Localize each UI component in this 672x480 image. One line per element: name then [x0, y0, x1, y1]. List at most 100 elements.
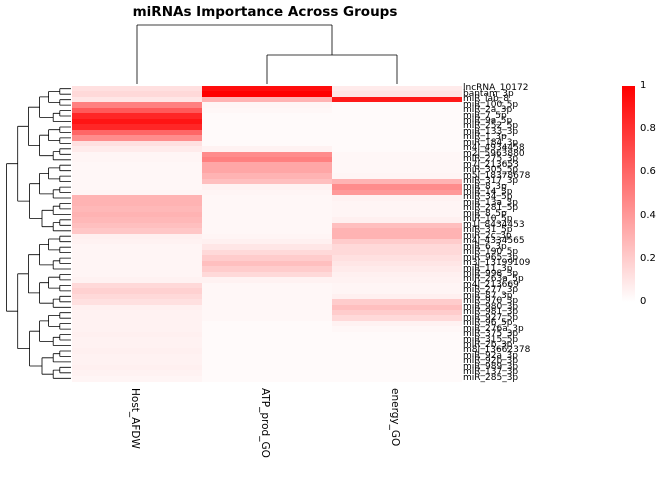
row-label: miR_275_3p	[463, 154, 519, 165]
heatmap-cell	[202, 173, 332, 180]
row-label: miR_133_3p	[463, 126, 519, 137]
heatmap-cell	[72, 364, 202, 371]
row-label: m5l_18378678	[463, 170, 531, 181]
col-labels: Host_AFDW ATP_prod_GO energy_GO	[72, 388, 462, 480]
row-label: miR_96_5p	[463, 318, 513, 329]
row-label: m7l_213653	[463, 159, 519, 170]
heatmap-cell	[202, 167, 332, 174]
heatmap-cell	[332, 222, 462, 229]
heatmap-cell	[72, 277, 202, 284]
row-label: miR_281_5p	[463, 203, 519, 214]
heatmap-cell	[202, 375, 332, 382]
heatmap-cell	[72, 370, 202, 377]
legend-tick-label: 0.4	[640, 209, 656, 221]
heatmap-cell	[202, 113, 332, 120]
heatmap-cell	[72, 320, 202, 327]
heatmap-cell	[72, 299, 202, 306]
heatmap-cell	[332, 178, 462, 185]
heatmap-cell	[72, 238, 202, 246]
heatmap-cell	[202, 282, 332, 289]
heatmap-cell	[332, 238, 462, 246]
row-dendrogram-path	[6, 88, 71, 379]
heatmap-cell	[202, 151, 332, 158]
row-label: miR_190_5p	[463, 247, 519, 258]
row-label: miR_998_3p	[463, 268, 519, 279]
heatmap-cell	[332, 342, 462, 349]
row-label: miR_2a_3p	[463, 105, 513, 116]
heatmap-cell	[72, 293, 202, 300]
heatmap-cell	[202, 178, 332, 185]
heatmap-cell	[202, 299, 332, 306]
heatmap-cell	[202, 217, 332, 224]
row-labels: lncRNA_10172 bantam_3p miR_iab_8 miR_100_5p…	[463, 83, 668, 383]
heatmap-cell	[332, 86, 462, 93]
heatmap-cell	[202, 189, 332, 196]
row-label: m4l_4934458	[463, 143, 525, 154]
heatmap-cell	[72, 233, 202, 240]
row-label: miR_252_5p	[463, 121, 519, 132]
heatmap-cell	[72, 173, 202, 180]
heatmap-cell	[202, 107, 332, 114]
row-label: lncRNA_10172	[463, 83, 529, 94]
heatmap-cell	[72, 222, 202, 229]
heatmap-cell	[72, 342, 202, 349]
row-label: miR_2c_3p	[463, 230, 512, 241]
legend-tick-label: 0.8	[640, 123, 656, 135]
heatmap-cell	[72, 244, 202, 251]
heatmap-cell	[332, 249, 462, 256]
heatmap-cell	[332, 320, 462, 327]
heatmap-cell	[202, 146, 332, 153]
row-label: miR_263a_5p	[463, 274, 524, 285]
row-label: miR_7_5p	[463, 110, 507, 121]
row-label: miR_980_3p	[463, 301, 519, 312]
heatmap-cell	[332, 151, 462, 158]
heatmap-cell	[202, 96, 332, 103]
heatmap-cell	[72, 353, 202, 360]
heatmap-cell	[202, 370, 332, 377]
heatmap-cell	[332, 184, 462, 191]
row-label: miR_10_5p	[463, 214, 513, 225]
heatmap-cell	[202, 238, 332, 246]
heatmap-cell	[332, 364, 462, 371]
heatmap-cell	[202, 102, 332, 109]
legend-ticks: 1 0.8 0.6 0.4 0.2 0	[640, 80, 670, 314]
row-label: miR_8_5p	[463, 208, 507, 219]
heatmap-cell	[332, 140, 462, 147]
heatmap-cell	[72, 146, 202, 153]
heatmap-cell	[72, 217, 202, 224]
heatmap-cell	[202, 342, 332, 349]
heatmap-cell	[332, 255, 462, 262]
heatmap-cell	[72, 337, 202, 344]
heatmap-cell	[202, 124, 332, 131]
row-label: m8l_13662378	[463, 345, 531, 356]
heatmap-cell	[332, 304, 462, 311]
heatmap-cell	[332, 299, 462, 306]
heatmap-cell	[72, 271, 202, 278]
row-label: miR_276a_3p	[463, 323, 524, 334]
heatmap-cell	[202, 200, 332, 207]
heatmap-cell	[332, 195, 462, 202]
row-label: miR_13a_3p	[463, 197, 518, 208]
row-label: miR_8_3p	[463, 181, 507, 192]
heatmap-cell	[202, 86, 332, 93]
legend-tick-label: 1	[640, 80, 647, 91]
heatmap-cell	[332, 118, 462, 125]
heatmap-cell	[202, 271, 332, 278]
heatmap-grid	[72, 86, 462, 382]
heatmap-cell	[332, 113, 462, 120]
heatmap-cell	[332, 375, 462, 382]
row-label: miR_92b_3p	[463, 356, 519, 367]
row-label: m3l_13199109	[463, 258, 531, 269]
row-label: bantam_3p	[463, 88, 514, 99]
heatmap-cell	[202, 359, 332, 366]
heatmap-cell	[72, 304, 202, 311]
row-label: m4l_4334565	[463, 236, 525, 247]
heatmap-cell	[332, 211, 462, 218]
row-label: miR_14_3p	[463, 187, 513, 198]
heatmap-cell	[72, 151, 202, 158]
heatmap-cell	[202, 309, 332, 317]
chart-title: miRNAs Importance Across Groups	[132, 4, 398, 20]
heatmap-cell	[202, 244, 332, 251]
heatmap-cell	[202, 135, 332, 142]
heatmap-cell	[72, 167, 202, 174]
